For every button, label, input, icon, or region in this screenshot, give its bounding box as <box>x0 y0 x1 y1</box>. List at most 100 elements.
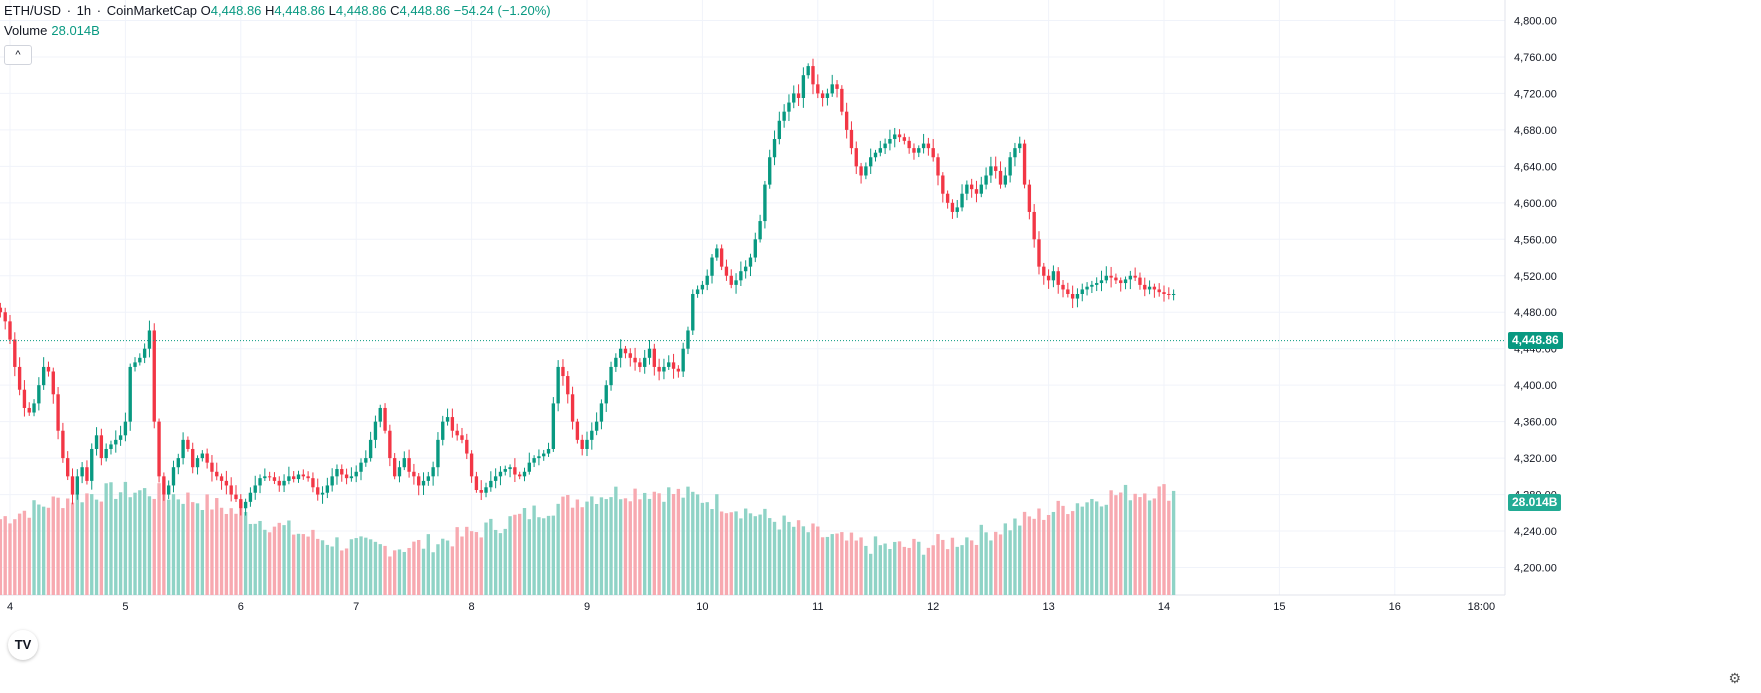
candle-body <box>777 120 782 140</box>
volume-bar <box>864 545 868 595</box>
candle-body <box>633 357 637 363</box>
y-tick-label: 4,360.00 <box>1514 417 1557 429</box>
volume-bar <box>219 507 224 595</box>
candle-body <box>936 157 940 176</box>
volume-bar <box>272 526 277 595</box>
candle-body <box>61 430 65 459</box>
volume-bar <box>998 534 1003 595</box>
legend-interval[interactable]: 1h <box>76 3 92 18</box>
candle-body <box>460 435 464 440</box>
candle-body <box>489 480 493 488</box>
volume-bar <box>1167 500 1171 595</box>
volume-bar <box>912 538 916 595</box>
legend-symbol[interactable]: ETH/USD <box>4 3 62 18</box>
x-tick-label: 15 <box>1273 601 1285 613</box>
volume-bar <box>157 483 161 595</box>
candle-body <box>503 469 507 472</box>
candle-body <box>537 456 541 459</box>
candle-body <box>469 453 474 477</box>
candle-body <box>792 93 796 103</box>
volume-bar <box>41 506 46 595</box>
candle-body <box>1085 286 1089 290</box>
candle-body <box>3 312 7 322</box>
volume-bar <box>734 511 738 595</box>
candle-body <box>1013 148 1017 158</box>
volume-bar <box>984 532 988 595</box>
candle-body <box>1109 275 1113 278</box>
volume-bar <box>777 529 782 595</box>
x-tick-label: 13 <box>1042 601 1054 613</box>
volume-bar <box>633 488 637 595</box>
volume-bar <box>1162 484 1166 595</box>
candle-body <box>522 471 527 477</box>
candle-body <box>99 435 104 459</box>
legend-low-value: 4,448.86 <box>335 3 387 18</box>
volume-bar <box>215 498 219 595</box>
volume-bar <box>373 541 378 595</box>
chart-legend: ETH/USD · 1h · CoinMarketCap O4,448.86 H… <box>4 3 551 18</box>
candle-body <box>1167 294 1171 295</box>
y-tick-label: 4,800.00 <box>1514 16 1557 28</box>
candle-body <box>263 476 267 479</box>
candle-body <box>513 467 517 475</box>
volume-bar <box>513 514 517 595</box>
candle-body <box>912 148 916 153</box>
candle-body <box>431 467 435 477</box>
candle-body <box>426 476 431 481</box>
candle-body <box>32 403 36 413</box>
volume-bar <box>1128 500 1133 595</box>
collapse-legend-button[interactable]: ^ <box>4 45 32 65</box>
candle-body <box>638 362 642 367</box>
candle-body <box>176 458 180 468</box>
candle-body <box>450 417 455 431</box>
candle-body <box>811 66 815 85</box>
candle-body <box>186 439 190 449</box>
volume-bar <box>474 532 479 595</box>
candle-body <box>1119 280 1123 284</box>
candle-body <box>138 357 142 363</box>
candle-body <box>994 166 998 171</box>
volume-bar <box>316 538 320 595</box>
volume-bar <box>296 533 301 595</box>
candle-body <box>917 148 921 153</box>
candle-body <box>734 280 738 285</box>
volume-bar <box>830 534 834 595</box>
candle-body <box>1075 294 1080 299</box>
candle-body <box>272 477 277 481</box>
candle-body <box>580 439 584 449</box>
volume-bar <box>1051 511 1056 595</box>
x-tick-label: 4 <box>7 601 13 613</box>
volume-legend: Volume 28.014B <box>4 22 100 40</box>
candle-body <box>421 480 426 486</box>
tradingview-logo-icon[interactable]: TV <box>8 630 38 660</box>
volume-bar <box>417 539 421 595</box>
volume-bar <box>691 491 695 595</box>
volume-label[interactable]: Volume <box>4 23 48 38</box>
volume-bar <box>1027 516 1032 595</box>
candle-body <box>340 469 344 475</box>
volume-bar <box>301 534 305 595</box>
candle-body <box>455 430 459 436</box>
x-tick-label: 10 <box>696 601 708 613</box>
volume-bar <box>758 514 762 595</box>
volume-bar <box>200 509 205 595</box>
volume-bar <box>138 490 142 595</box>
candle-body <box>364 458 368 463</box>
candle-body <box>643 357 647 367</box>
volume-bar <box>493 529 498 595</box>
volume-bar <box>1090 498 1094 595</box>
volume-bar <box>825 536 830 595</box>
volume-bar <box>1013 518 1017 595</box>
x-tick-label: 9 <box>584 601 590 613</box>
gear-icon[interactable]: ⚙ <box>1728 670 1741 686</box>
candle-body <box>378 407 382 422</box>
volume-bar <box>1018 525 1022 595</box>
volume-bar <box>46 507 51 595</box>
volume-bar <box>917 541 921 595</box>
candle-body <box>484 487 488 493</box>
y-tick-label: 4,720.00 <box>1514 88 1557 100</box>
candle-body <box>296 474 301 480</box>
volume-bar <box>979 524 983 595</box>
candle-body <box>51 371 55 395</box>
